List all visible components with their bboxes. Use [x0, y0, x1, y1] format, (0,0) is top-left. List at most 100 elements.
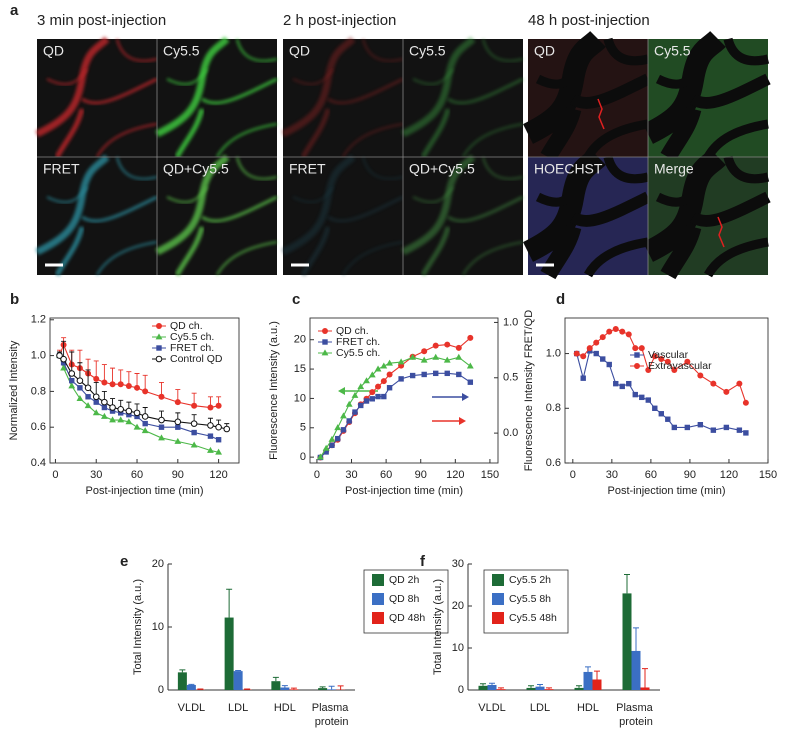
- error-bar: [480, 683, 486, 686]
- legend-swatch: [372, 593, 384, 605]
- vessel: [362, 38, 404, 62]
- vessel: [569, 73, 651, 109]
- marker: [125, 418, 133, 425]
- panel-title: 48 h post-injection: [528, 12, 650, 29]
- marker: [697, 372, 704, 379]
- vessel: [116, 156, 158, 180]
- y-tick-label: 1.2: [31, 314, 46, 326]
- bar: [622, 593, 632, 690]
- panel-letter: b: [10, 291, 19, 308]
- marker: [191, 429, 197, 436]
- marker: [158, 416, 165, 424]
- marker: [368, 371, 376, 378]
- vessel: [603, 155, 650, 184]
- x-tick-label: Plasma protein: [312, 702, 352, 728]
- error-bar: [244, 688, 251, 690]
- bar: [544, 689, 554, 690]
- y-tick-label: 0: [458, 684, 464, 696]
- marker: [93, 399, 99, 405]
- panel-title: 3 min post-injection: [37, 12, 166, 29]
- channel-label: QD: [534, 42, 555, 58]
- vessel: [236, 38, 278, 62]
- marker: [665, 416, 671, 422]
- marker: [421, 371, 427, 378]
- vessel: [342, 123, 404, 158]
- marker: [456, 371, 462, 378]
- marker: [375, 393, 381, 400]
- bar: [631, 650, 641, 690]
- vessel: [281, 154, 356, 256]
- x-tick-label: 120: [209, 469, 227, 481]
- bar: [186, 684, 196, 690]
- marker: [580, 375, 586, 381]
- marker: [141, 413, 149, 420]
- bar: [224, 617, 234, 690]
- marker: [580, 353, 587, 360]
- legend-label: Cy5.5 8h: [509, 593, 551, 605]
- marker: [191, 402, 198, 409]
- x-tick-label: 120: [446, 469, 464, 481]
- marker: [386, 359, 393, 366]
- vessel: [292, 68, 334, 86]
- x-axis-label: Post-injection time (min): [86, 485, 204, 497]
- plot-frame: [564, 317, 769, 464]
- marker: [322, 444, 330, 451]
- marker: [357, 383, 365, 390]
- marker: [155, 355, 163, 363]
- y-tick-label: 0.6: [546, 457, 561, 469]
- marker: [100, 412, 108, 419]
- vessel: [174, 108, 205, 159]
- x-tick-label: 150: [759, 469, 777, 481]
- vessel: [166, 68, 208, 86]
- series-line: [576, 328, 747, 403]
- marker: [375, 383, 382, 390]
- marker: [397, 358, 405, 365]
- signal: [717, 216, 725, 248]
- vessel: [174, 226, 205, 277]
- panel-title: 2 h post-injection: [283, 12, 396, 29]
- legend-label: Cy5.5 48h: [509, 612, 557, 624]
- bar: [640, 687, 650, 690]
- vessel: [689, 73, 771, 109]
- image-bg: [283, 157, 403, 275]
- marker: [432, 353, 440, 360]
- series-line: [59, 355, 219, 441]
- vessel: [482, 156, 524, 180]
- marker: [684, 424, 691, 431]
- error-bar: [281, 685, 288, 688]
- vessel: [660, 106, 702, 162]
- channel-label: Merge: [654, 160, 694, 176]
- vessel: [447, 77, 524, 105]
- marker: [652, 405, 658, 411]
- error-bar: [642, 668, 648, 688]
- marker: [380, 378, 387, 385]
- marker: [109, 404, 116, 411]
- image-bg: [403, 39, 523, 157]
- channel-label: FRET: [43, 160, 80, 176]
- marker: [467, 379, 474, 385]
- bar: [526, 687, 536, 690]
- marker: [671, 366, 678, 373]
- channel-label: QD+Cy5.5: [163, 160, 229, 176]
- vessel: [540, 224, 582, 280]
- marker: [736, 380, 743, 387]
- marker: [710, 427, 717, 433]
- y-axis-label: Fluorescence Intensity FRET/QD: [523, 310, 535, 471]
- marker: [386, 371, 393, 378]
- marker: [215, 448, 223, 455]
- marker: [223, 425, 231, 433]
- marker: [60, 355, 67, 363]
- marker: [626, 380, 632, 387]
- error-bar: [585, 666, 591, 672]
- image-bg: [157, 39, 277, 157]
- marker: [634, 352, 640, 358]
- vessel: [583, 237, 649, 278]
- legend-label: FRET ch.: [336, 336, 380, 348]
- error-bar: [69, 351, 75, 374]
- marker: [645, 397, 651, 403]
- marker: [156, 323, 162, 329]
- error-bar: [537, 684, 543, 687]
- bar: [583, 671, 593, 690]
- marker: [329, 442, 335, 448]
- y-tick-label: 0: [300, 451, 306, 463]
